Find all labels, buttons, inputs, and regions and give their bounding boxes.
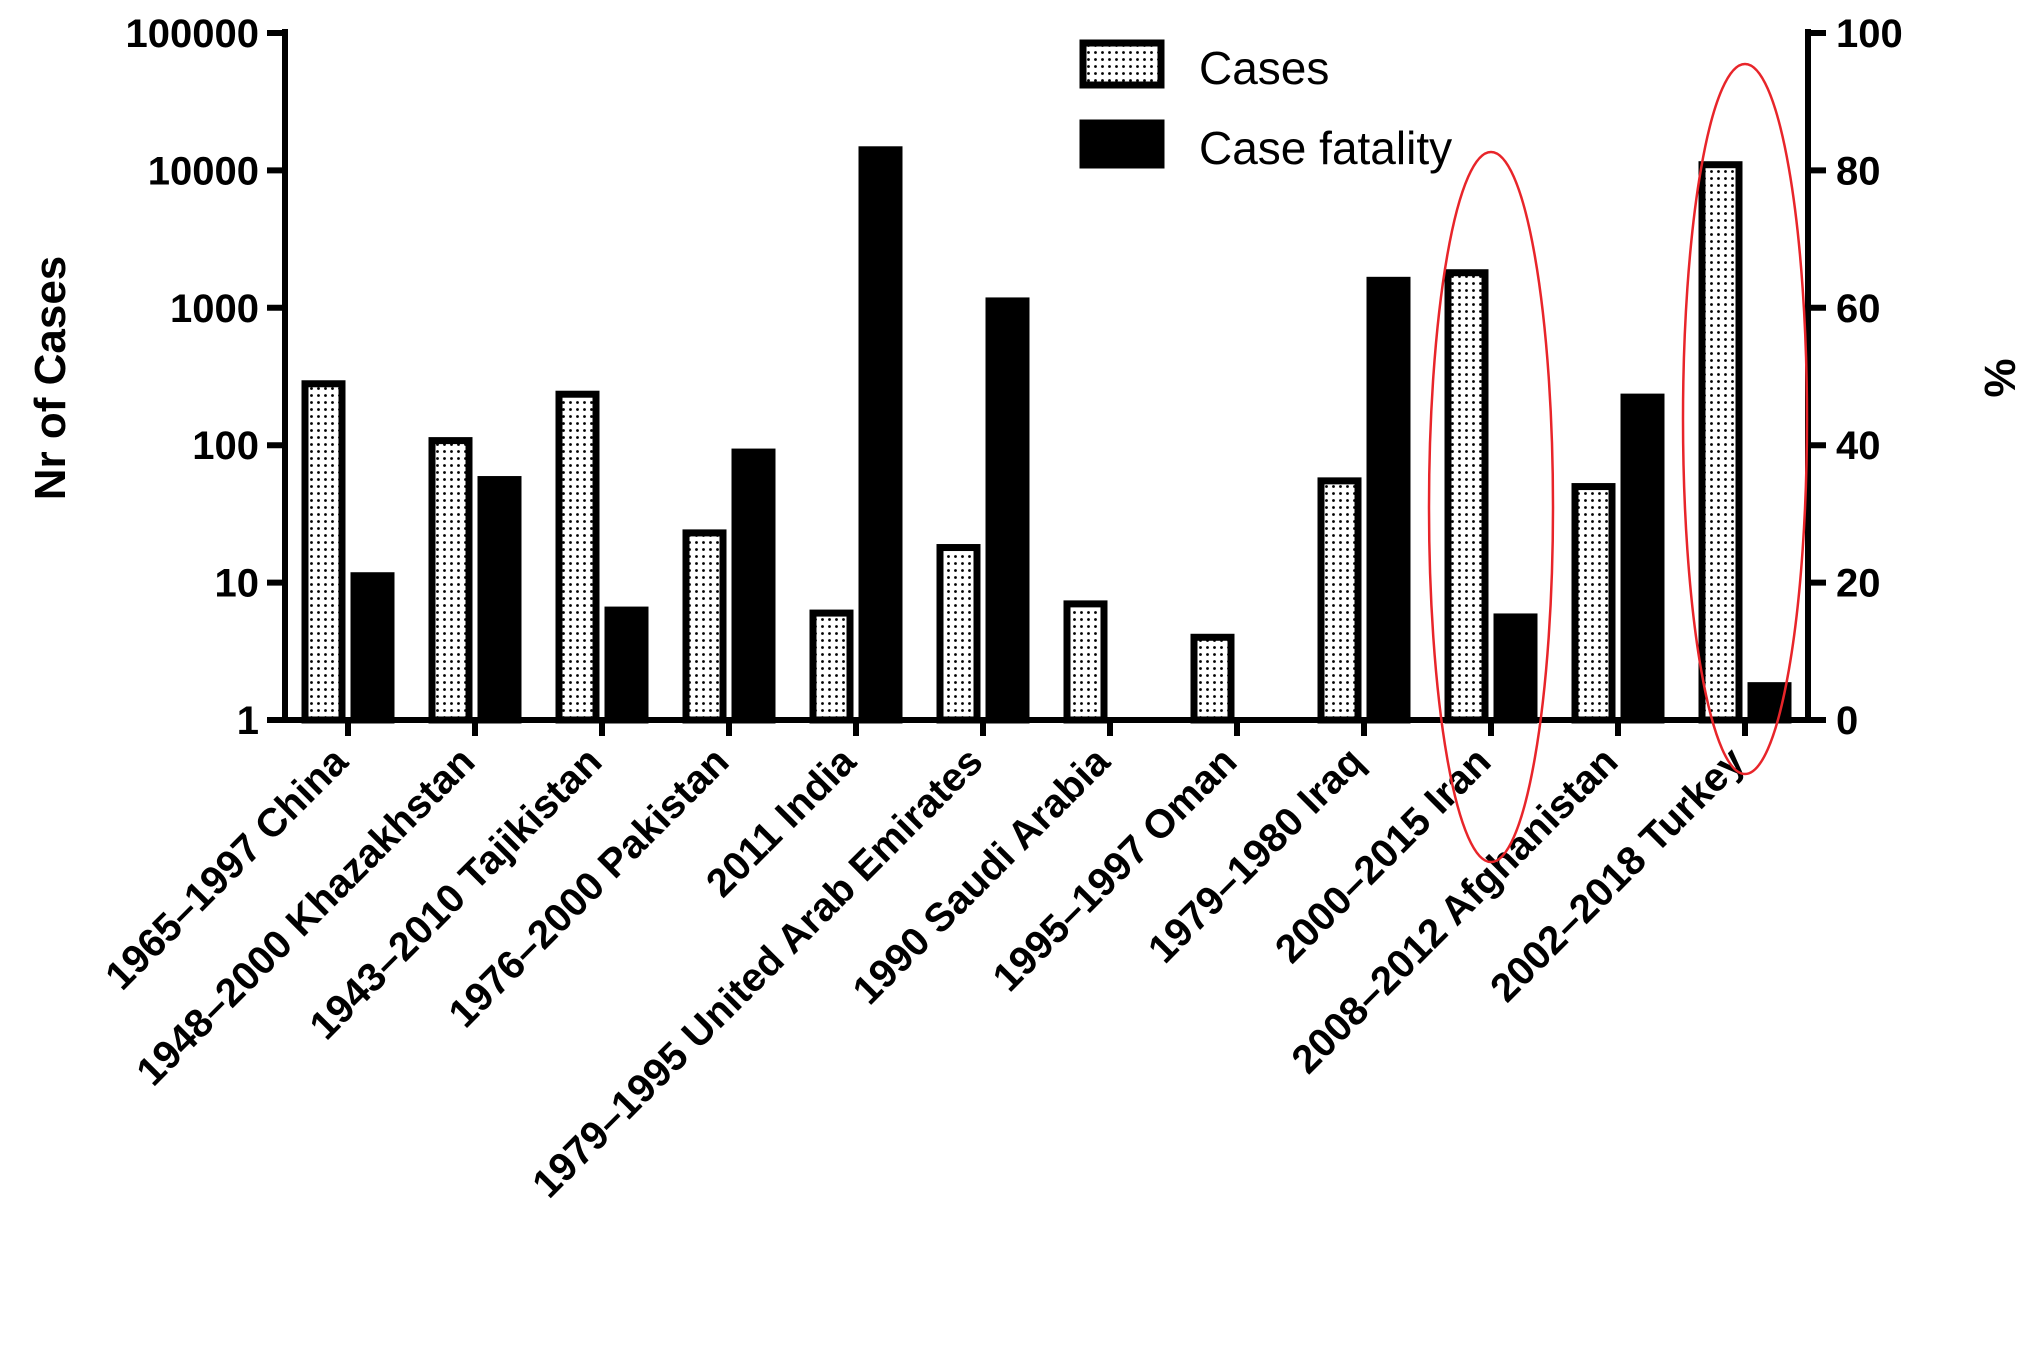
bar-case-fatality-1979-1995-united-arab-emirates: [985, 297, 1030, 724]
bar-cases-1979-1980-iraq: [1317, 477, 1362, 724]
x-category-label: 2000–2015 Iran: [1267, 739, 1499, 971]
bar-cases-2008-2012-afghanistan: [1571, 483, 1616, 724]
bar-case-fatality-1948-2000-khazakhstan: [477, 476, 522, 724]
bar-cases-1979-1995-united-arab-emirates: [936, 544, 981, 724]
y-tick-right-label: 20: [1836, 562, 1881, 606]
bar-cases-2011-india: [809, 609, 854, 724]
bar-cases-1965-1997-china: [301, 380, 346, 724]
x-category-label: 1965–1997 China: [97, 739, 357, 999]
highlight-ellipse-2000-2015-iran: [1427, 150, 1555, 864]
legend-label-case-fatality: Case fatality: [1199, 122, 1452, 174]
bar-cases-1943-2010-tajikistan: [555, 390, 600, 724]
bar-cases-1976-2000-pakistan: [682, 529, 727, 724]
legend-swatch-cases: [1079, 39, 1165, 89]
y-axis-title-right: %: [1975, 358, 2023, 397]
bar-cases-1995-1997-oman: [1190, 633, 1235, 724]
y-tick-left-label: 10: [215, 562, 260, 606]
y-tick-right-label: 60: [1836, 287, 1881, 331]
y-axis-title-left: Nr of Cases: [26, 256, 75, 501]
y-tick-left-label: 10000: [148, 149, 259, 193]
bar-cases-2002-2018-turkey: [1698, 161, 1743, 724]
y-tick-left-label: 1000: [170, 287, 259, 331]
y-tick-right-label: 80: [1836, 149, 1881, 193]
x-category-label: 2002–2018 Turkey: [1482, 739, 1754, 1011]
bar-case-fatality-2008-2012-afghanistan: [1620, 393, 1665, 724]
bar-case-fatality-2000-2015-iran: [1493, 613, 1538, 724]
bar-case-fatality-1943-2010-tajikistan: [604, 606, 649, 724]
x-category-label: 1979–1980 Iraq: [1140, 739, 1372, 971]
y-tick-left-label: 100000: [126, 12, 259, 56]
axes: [282, 29, 1811, 723]
y-tick-left-label: 1: [237, 699, 259, 743]
legend-swatch-case-fatality: [1079, 119, 1165, 169]
bar-cases-1948-2000-khazakhstan: [428, 437, 473, 724]
x-category-label: 1995–1997 Oman: [985, 739, 1246, 1000]
y-tick-left-label: 100: [192, 424, 259, 468]
legend: Cases Case fatality: [1079, 39, 1452, 174]
bar-group: [301, 146, 1792, 724]
highlight-group: [1427, 62, 1809, 864]
bar-case-fatality-1976-2000-pakistan: [731, 448, 776, 724]
bar-cases-1990-saudi-arabia: [1063, 600, 1108, 724]
bar-case-fatality-2011-india: [858, 146, 903, 724]
bar-case-fatality-1979-1980-iraq: [1366, 276, 1411, 724]
y-ticks-right: 0 20 40 60 80 100: [1808, 12, 1903, 743]
x-category-label: 1979–1995 United Arab Emirates: [524, 739, 991, 1206]
legend-label-cases: Cases: [1199, 42, 1329, 94]
bar-case-fatality-1965-1997-china: [350, 572, 395, 724]
y-tick-right-label: 0: [1836, 699, 1858, 743]
highlight-ellipse-2002-2018-turkey: [1681, 62, 1809, 776]
y-tick-right-label: 40: [1836, 424, 1881, 468]
bar-cases-2000-2015-iran: [1444, 269, 1489, 724]
y-tick-right-label: 100: [1836, 12, 1903, 56]
y-ticks-left: 1 10 100 1000 10000 100000: [126, 12, 285, 743]
